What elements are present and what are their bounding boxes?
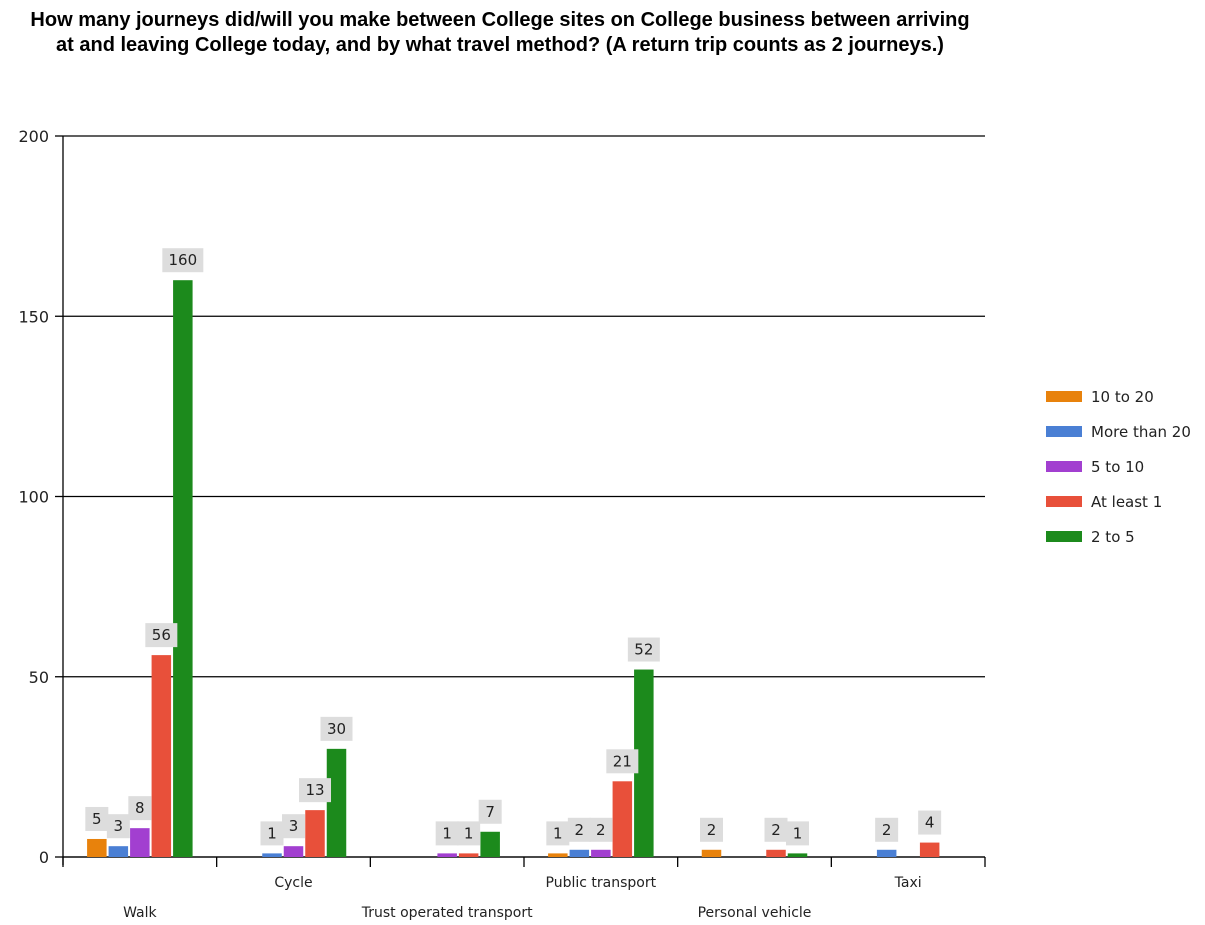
legend-swatch-10-to-20 [1046,391,1082,402]
legend-label-more-than-20: More than 20 [1091,423,1191,441]
gridlines [63,135,985,858]
data-label-box-walk-more-than-20 [106,814,130,839]
bar-trust-operated-transport-5-to-10 [437,853,457,857]
data-label-box-walk-2-to-5 [162,248,204,273]
data-label-taxi-at-least-1: 4 [925,814,935,832]
bar-taxi-at-least-1 [919,842,940,857]
bar-cycle-at-least-1 [305,810,325,857]
bar-cycle-more-than-20 [262,853,282,857]
chart-title: How many journeys did/will you make betw… [30,9,970,56]
data-label-box-walk-5-to-10 [128,796,152,821]
legend: 10 to 20 More than 20 5 to 10 At least 1 2 t… [1046,388,1191,546]
data-label-public-transport-5-to-10: 2 [596,821,606,839]
data-label-box-public-transport-2-to-5 [627,637,660,662]
data-label-walk-2-to-5: 160 [169,251,198,269]
data-label-box-cycle-at-least-1 [299,778,331,803]
bars [87,280,940,857]
data-label-trust-operated-transport-2-to-5: 7 [485,803,495,821]
data-label-walk-5-to-10: 8 [135,799,145,817]
data-label-public-transport-10-to-20: 1 [553,824,563,842]
legend-swatch-more-than-20 [1046,426,1082,437]
data-label-box-taxi-at-least-1 [918,810,942,835]
data-label-taxi-more-than-20: 2 [882,821,892,839]
data-label-box-public-transport-10-to-20 [546,821,570,846]
data-label-box-taxi-more-than-20 [875,817,899,842]
bar-personal-vehicle-10-to-20 [701,849,722,857]
data-label-personal-vehicle-at-least-1: 2 [771,821,781,839]
x-tick-label-walk: Walk [123,905,157,921]
bar-public-transport-more-than-20 [569,849,590,857]
data-label-box-walk-10-to-20 [85,806,109,831]
bar-personal-vehicle-at-least-1 [766,849,786,857]
data-label-box-trust-operated-transport-at-least-1 [457,821,481,846]
bar-taxi-more-than-20 [876,849,897,857]
x-tick-label-cycle: Cycle [274,875,312,891]
bar-walk-10-to-20 [87,838,107,857]
legend-swatch-5-to-10 [1046,461,1082,472]
bar-cycle-2-to-5 [326,748,347,857]
bar-personal-vehicle-2-to-5 [787,853,808,857]
data-label-cycle-more-than-20: 1 [267,824,277,842]
legend-swatch-2-to-5 [1046,531,1082,542]
bar-public-transport-5-to-10 [591,849,611,857]
x-tick-label-public-transport: Public transport [546,875,657,891]
x-tick-label-trust-operated-transport: Trust operated transport [361,905,533,921]
data-label-public-transport-at-least-1: 21 [613,752,632,770]
data-label-box-cycle-5-to-10 [282,814,305,839]
data-label-personal-vehicle-10-to-20: 2 [707,821,717,839]
data-label-walk-more-than-20: 3 [114,817,124,835]
data-label-box-public-transport-more-than-20 [567,817,591,842]
x-tick-label-taxi: Taxi [894,875,922,891]
bar-walk-5-to-10 [130,828,150,857]
data-label-cycle-at-least-1: 13 [305,781,324,799]
y-tick-label-50: 50 [29,668,49,687]
bar-public-transport-at-least-1 [612,781,633,857]
bar-trust-operated-transport-2-to-5 [480,831,500,857]
legend-label-2-to-5: 2 to 5 [1091,528,1135,546]
bar-walk-at-least-1 [151,655,172,857]
data-label-box-walk-at-least-1 [145,623,178,648]
legend-label-at-least-1: At least 1 [1091,493,1162,511]
data-label-trust-operated-transport-5-to-10: 1 [442,824,452,842]
data-label-public-transport-more-than-20: 2 [575,821,585,839]
bar-trust-operated-transport-at-least-1 [458,853,479,857]
data-label-box-cycle-2-to-5 [320,716,353,741]
data-label-walk-at-least-1: 56 [152,626,171,644]
data-label-box-trust-operated-transport-5-to-10 [435,821,459,846]
bar-walk-2-to-5 [173,280,193,857]
y-tick-label-100: 100 [18,488,49,507]
data-label-box-cycle-more-than-20 [260,821,284,846]
bar-public-transport-10-to-20 [548,853,568,857]
data-label-box-public-transport-5-to-10 [589,817,613,842]
data-label-walk-10-to-20: 5 [92,810,102,828]
bar-walk-more-than-20 [108,846,129,857]
bar-cycle-5-to-10 [283,846,304,857]
legend-label-10-to-20: 10 to 20 [1091,388,1154,406]
x-tick-label-personal-vehicle: Personal vehicle [698,905,812,921]
bar-public-transport-2-to-5 [634,669,654,857]
data-label-box-public-transport-at-least-1 [606,749,639,774]
data-label-personal-vehicle-2-to-5: 1 [793,824,803,842]
y-tick-label-0: 0 [39,848,49,867]
data-label-cycle-2-to-5: 30 [327,720,346,738]
data-label-box-personal-vehicle-2-to-5 [786,821,809,846]
legend-swatch-at-least-1 [1046,496,1082,507]
axes: 0 50 100 150 200 Walk Cycle Trust operated tran… [18,127,986,921]
data-label-public-transport-2-to-5: 52 [634,641,653,659]
data-label-box-personal-vehicle-at-least-1 [764,817,788,842]
legend-label-5-to-10: 5 to 10 [1091,458,1144,476]
data-label-trust-operated-transport-at-least-1: 1 [464,824,474,842]
data-label-cycle-5-to-10: 3 [289,817,299,835]
y-tick-label-150: 150 [18,307,49,326]
data-label-box-personal-vehicle-10-to-20 [700,817,723,842]
data-label-box-trust-operated-transport-2-to-5 [478,799,502,824]
y-tick-label-200: 200 [18,127,49,146]
